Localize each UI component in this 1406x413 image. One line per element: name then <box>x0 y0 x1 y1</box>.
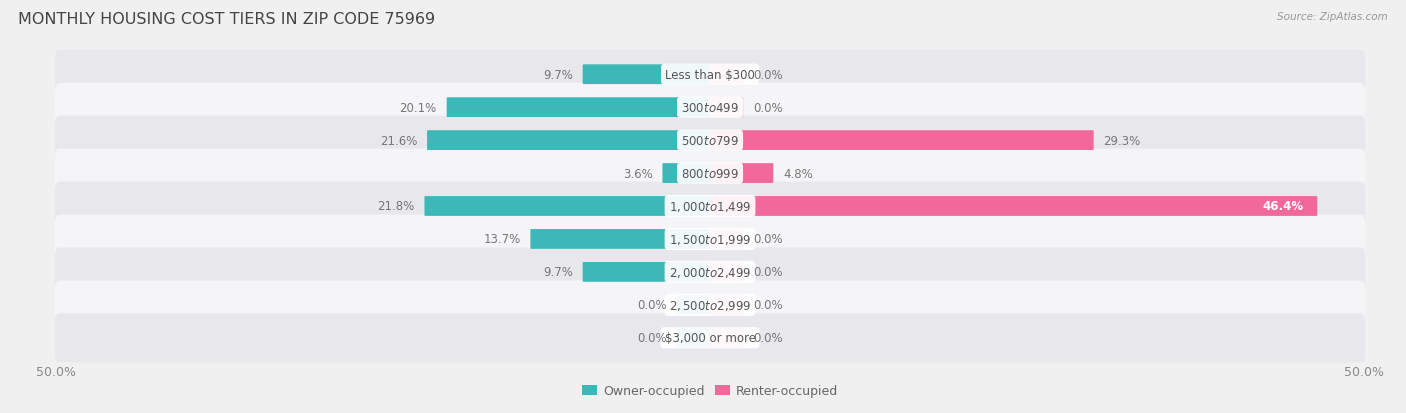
FancyBboxPatch shape <box>582 262 710 282</box>
FancyBboxPatch shape <box>55 215 1365 263</box>
Text: $3,000 or more: $3,000 or more <box>665 332 755 344</box>
Text: 13.7%: 13.7% <box>484 233 520 246</box>
FancyBboxPatch shape <box>710 197 1317 216</box>
FancyBboxPatch shape <box>710 164 773 183</box>
Text: 21.8%: 21.8% <box>377 200 415 213</box>
Text: $1,500 to $1,999: $1,500 to $1,999 <box>669 233 751 246</box>
FancyBboxPatch shape <box>447 98 710 118</box>
Text: 0.0%: 0.0% <box>754 299 783 311</box>
Text: $800 to $999: $800 to $999 <box>681 167 740 180</box>
FancyBboxPatch shape <box>710 262 744 282</box>
Text: MONTHLY HOUSING COST TIERS IN ZIP CODE 75969: MONTHLY HOUSING COST TIERS IN ZIP CODE 7… <box>18 12 436 27</box>
FancyBboxPatch shape <box>427 131 710 151</box>
Text: 9.7%: 9.7% <box>543 266 572 279</box>
FancyBboxPatch shape <box>55 313 1365 362</box>
Text: 0.0%: 0.0% <box>754 332 783 344</box>
Text: Less than $300: Less than $300 <box>665 69 755 81</box>
Text: Source: ZipAtlas.com: Source: ZipAtlas.com <box>1277 12 1388 22</box>
FancyBboxPatch shape <box>710 98 744 118</box>
FancyBboxPatch shape <box>425 197 710 216</box>
Text: 0.0%: 0.0% <box>637 332 666 344</box>
Text: $1,000 to $1,499: $1,000 to $1,499 <box>669 199 751 214</box>
FancyBboxPatch shape <box>676 328 710 348</box>
FancyBboxPatch shape <box>55 116 1365 165</box>
FancyBboxPatch shape <box>55 83 1365 132</box>
Text: 0.0%: 0.0% <box>754 266 783 279</box>
Text: $2,500 to $2,999: $2,500 to $2,999 <box>669 298 751 312</box>
FancyBboxPatch shape <box>55 248 1365 297</box>
Text: 46.4%: 46.4% <box>1263 200 1303 213</box>
Legend: Owner-occupied, Renter-occupied: Owner-occupied, Renter-occupied <box>576 379 844 402</box>
Text: 29.3%: 29.3% <box>1104 134 1140 147</box>
FancyBboxPatch shape <box>710 131 1094 151</box>
FancyBboxPatch shape <box>530 230 710 249</box>
Text: 3.6%: 3.6% <box>623 167 652 180</box>
FancyBboxPatch shape <box>55 182 1365 231</box>
Text: 0.0%: 0.0% <box>637 299 666 311</box>
Text: 0.0%: 0.0% <box>754 233 783 246</box>
Text: $300 to $499: $300 to $499 <box>681 102 740 114</box>
Text: 0.0%: 0.0% <box>754 102 783 114</box>
FancyBboxPatch shape <box>710 295 744 315</box>
FancyBboxPatch shape <box>55 150 1365 198</box>
FancyBboxPatch shape <box>55 51 1365 100</box>
FancyBboxPatch shape <box>55 281 1365 330</box>
FancyBboxPatch shape <box>710 328 744 348</box>
FancyBboxPatch shape <box>710 230 744 249</box>
FancyBboxPatch shape <box>662 164 710 183</box>
FancyBboxPatch shape <box>676 295 710 315</box>
Text: 4.8%: 4.8% <box>783 167 813 180</box>
Text: $2,000 to $2,499: $2,000 to $2,499 <box>669 265 751 279</box>
FancyBboxPatch shape <box>582 65 710 85</box>
Text: $500 to $799: $500 to $799 <box>681 134 740 147</box>
Text: 21.6%: 21.6% <box>380 134 418 147</box>
Text: 20.1%: 20.1% <box>399 102 437 114</box>
Text: 0.0%: 0.0% <box>754 69 783 81</box>
Text: 9.7%: 9.7% <box>543 69 572 81</box>
FancyBboxPatch shape <box>710 65 744 85</box>
